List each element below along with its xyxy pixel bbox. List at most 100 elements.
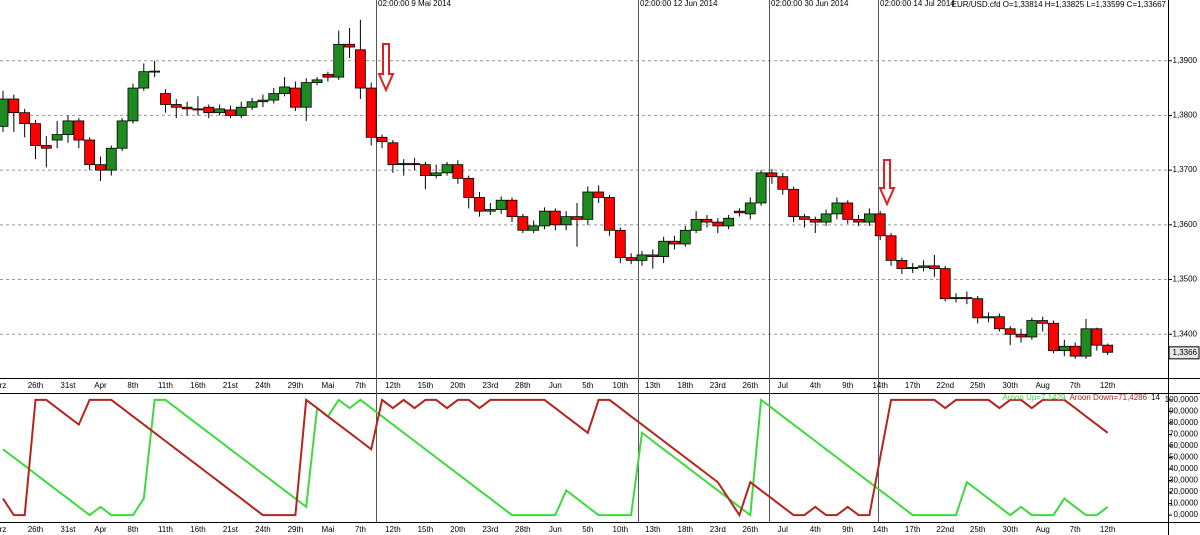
candle-body	[84, 139, 96, 166]
candle-body	[517, 216, 529, 231]
candle-body	[51, 134, 63, 141]
x-tick-label: 12th	[1100, 525, 1116, 534]
y-tick-label: 80,0000	[1169, 418, 1198, 427]
x-tick-label: Jun	[549, 381, 562, 390]
y-tick-label: 100,0000	[1165, 395, 1199, 404]
x-tick-label: 8th	[127, 381, 138, 390]
candle-body	[1102, 344, 1114, 353]
x-tick-label: Jul	[778, 525, 788, 534]
candle-body	[279, 86, 290, 94]
chart-title: EUR/USD.cfd O=1,33814 H=1,33825 L=1,3359…	[952, 0, 1167, 9]
candle-body	[972, 298, 984, 319]
candle-body	[614, 229, 626, 259]
candle-body	[474, 197, 485, 212]
candle-body	[820, 213, 832, 223]
candle-body	[344, 43, 355, 48]
x-tick-label: Mai	[321, 381, 334, 390]
candle-body	[625, 257, 637, 261]
candle-body	[604, 197, 615, 231]
x-tick-label: 8th	[127, 525, 138, 534]
x-tick-label: Aug	[1036, 525, 1050, 534]
candle-body	[669, 240, 680, 245]
x-tick-label: 4th	[810, 525, 821, 534]
candle-body	[441, 164, 453, 174]
candle-body	[853, 218, 864, 223]
y-tick-label: 90,0000	[1169, 407, 1198, 416]
last-price-label: 1,3366	[1173, 348, 1198, 357]
candle-body	[354, 49, 366, 89]
candle-body	[1026, 320, 1038, 338]
candle-body	[246, 101, 258, 108]
candle-body	[593, 191, 605, 198]
candle-body	[0, 98, 9, 127]
marker-label: 02:00:00 14 Jul 2014	[880, 0, 955, 8]
legend-down: Aroon Down=71,4286	[1069, 393, 1147, 402]
x-tick-label: 15th	[418, 381, 434, 390]
candle-body	[170, 104, 182, 108]
candle-body	[701, 218, 713, 223]
candle-body	[203, 106, 215, 114]
x-tick-label: 5th	[582, 381, 593, 390]
candle-body	[484, 209, 496, 212]
x-tick-label: 30th	[1002, 381, 1018, 390]
x-tick-label: 22nd	[936, 381, 954, 390]
x-tick-label: 7th	[355, 381, 366, 390]
legend-up: Aroon Up=7,1429	[1003, 393, 1066, 402]
candle-body	[961, 297, 973, 300]
marker-label: 02:00:00 12 Jun 2014	[640, 0, 718, 8]
candle-body	[1004, 328, 1016, 335]
x-tick-label: 5th	[582, 525, 593, 534]
x-tick-label: 24th	[255, 525, 271, 534]
candle-body	[1058, 345, 1070, 352]
candle-body	[1048, 322, 1059, 352]
x-tick-label: 26th	[28, 525, 44, 534]
candle-body	[928, 265, 940, 269]
candle-body	[290, 87, 301, 108]
candle-body	[138, 71, 150, 89]
candle-body	[257, 99, 269, 103]
candle-body	[831, 202, 843, 215]
candle-body	[73, 120, 85, 141]
candle-body	[874, 213, 886, 237]
x-tick-label: 16th	[190, 381, 206, 390]
x-tick-label: 11th	[158, 381, 173, 390]
candle-body	[788, 188, 799, 218]
y-tick-label: 1,3700	[1173, 165, 1198, 174]
x-tick-label: 16th	[190, 525, 206, 534]
marker-label: 02:00:00 9 Mai 2014	[378, 0, 451, 8]
x-tick-label: 21st	[223, 381, 239, 390]
candle-body	[160, 93, 171, 105]
candle-body	[560, 216, 572, 226]
y-tick-label: 1,3600	[1173, 220, 1198, 229]
x-tick-label: 25th	[970, 381, 986, 390]
candle-body	[398, 163, 410, 166]
y-tick-label: 70,0000	[1169, 430, 1198, 439]
x-tick-label: 17th	[905, 525, 921, 534]
x-tick-label: 18th	[678, 381, 694, 390]
y-tick-label: 0,0000	[1174, 510, 1199, 519]
candle-body	[539, 210, 550, 227]
candle-body	[30, 123, 41, 146]
x-tick-label: 23rd	[710, 381, 726, 390]
candle-body	[376, 136, 388, 143]
candle-body	[755, 172, 767, 204]
legend-period: 14	[1151, 393, 1160, 402]
x-tick-label: 9th	[842, 525, 853, 534]
x-tick-label: 17th	[905, 381, 921, 390]
x-tick-label: 7th	[1070, 525, 1081, 534]
x-tick-label: 20th	[450, 381, 466, 390]
candle-body	[679, 229, 691, 245]
x-tick-label: 10th	[613, 525, 629, 534]
x-tick-label: 12th	[1100, 381, 1116, 390]
candle-body	[214, 108, 226, 114]
x-tick-label: 30th	[1002, 525, 1018, 534]
candle-body	[993, 316, 1005, 330]
candle-body	[885, 235, 897, 261]
last-price-box	[1168, 346, 1200, 360]
x-tick-label: 31st	[60, 381, 76, 390]
y-tick-label: 1,3500	[1173, 275, 1198, 284]
candle-body	[842, 202, 854, 220]
y-tick-label: 60,0000	[1169, 441, 1198, 450]
